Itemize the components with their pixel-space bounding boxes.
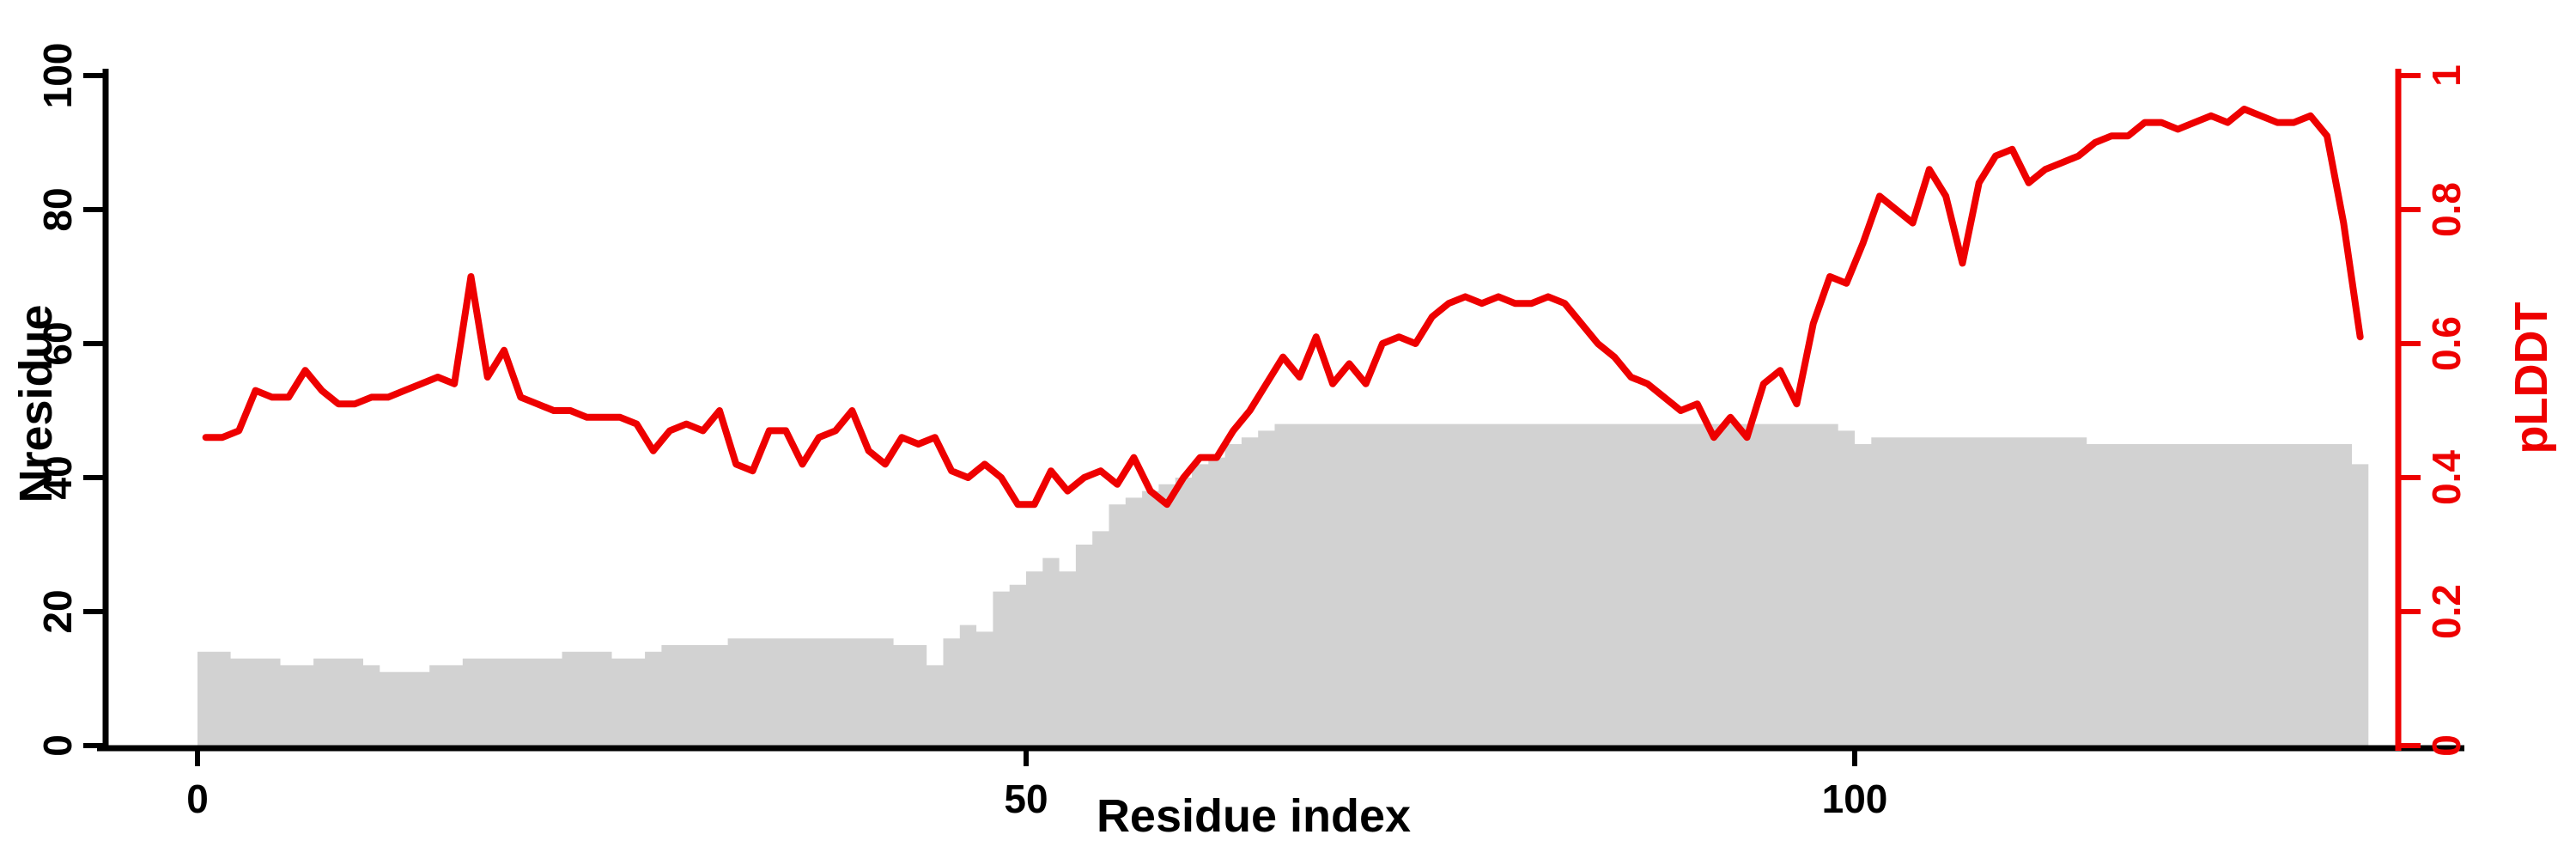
plddt-line <box>202 106 2364 509</box>
x-axis-title: Residue index <box>1096 790 1412 842</box>
y-left-tick-label: 80 <box>35 187 80 231</box>
x-tick-label: 100 <box>1822 777 1888 821</box>
x-tick-label: 0 <box>186 777 209 821</box>
y-left-tick-label: 20 <box>35 589 80 633</box>
y-right-tick-label: 0.2 <box>2424 584 2469 639</box>
y-left-tick-label: 0 <box>35 734 80 757</box>
nresidue-bars <box>197 423 2369 746</box>
y-right-tick-label: 0 <box>2424 734 2469 757</box>
y-right-tick-label: 0.6 <box>2424 316 2469 371</box>
y-left-tick-label: 100 <box>35 43 80 109</box>
y-right-tick-label: 0.8 <box>2424 182 2469 237</box>
y-left-tick-label: 60 <box>35 321 80 365</box>
y-axis-title-right: pLDDT <box>2506 302 2557 454</box>
y-right-tick-label: 1 <box>2424 64 2469 87</box>
y-left-tick-label: 40 <box>35 455 80 499</box>
y-axis-title-left: Nresidue <box>10 304 62 503</box>
x-tick-label: 50 <box>1004 777 1048 821</box>
y-right-tick-label: 0.4 <box>2424 450 2469 505</box>
